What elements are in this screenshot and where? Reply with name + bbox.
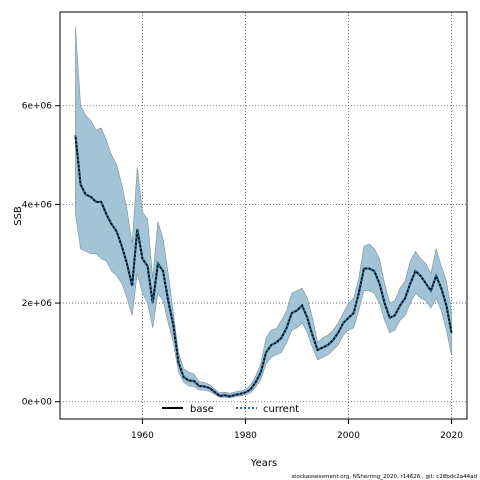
x-tick-label: 1980	[234, 431, 257, 441]
y-tick-label: 0e+00	[22, 398, 53, 408]
legend-label-base: base	[190, 404, 214, 415]
footer-credit: stockassessment.org, NSherring_2020, r14…	[291, 474, 477, 480]
y-axis: 0e+00 2e+06 4e+06 6e+06	[22, 102, 60, 408]
y-tick-label: 2e+06	[22, 299, 53, 309]
legend-label-current: current	[263, 404, 299, 415]
y-axis-title: SSB	[13, 206, 24, 226]
x-axis: 1960 1980 2000 2020	[131, 419, 463, 441]
x-axis-title: Years	[250, 458, 277, 469]
confidence-band	[75, 26, 452, 399]
plot-frame	[59, 11, 468, 420]
y-tick-label: 6e+06	[22, 102, 53, 112]
x-tick-label: 2000	[337, 431, 360, 441]
y-tick-label: 4e+06	[22, 200, 53, 210]
x-tick-label: 2020	[440, 431, 463, 441]
series-line-base	[74, 135, 453, 398]
x-tick-label: 1960	[131, 431, 154, 441]
legend: base current	[162, 404, 299, 415]
